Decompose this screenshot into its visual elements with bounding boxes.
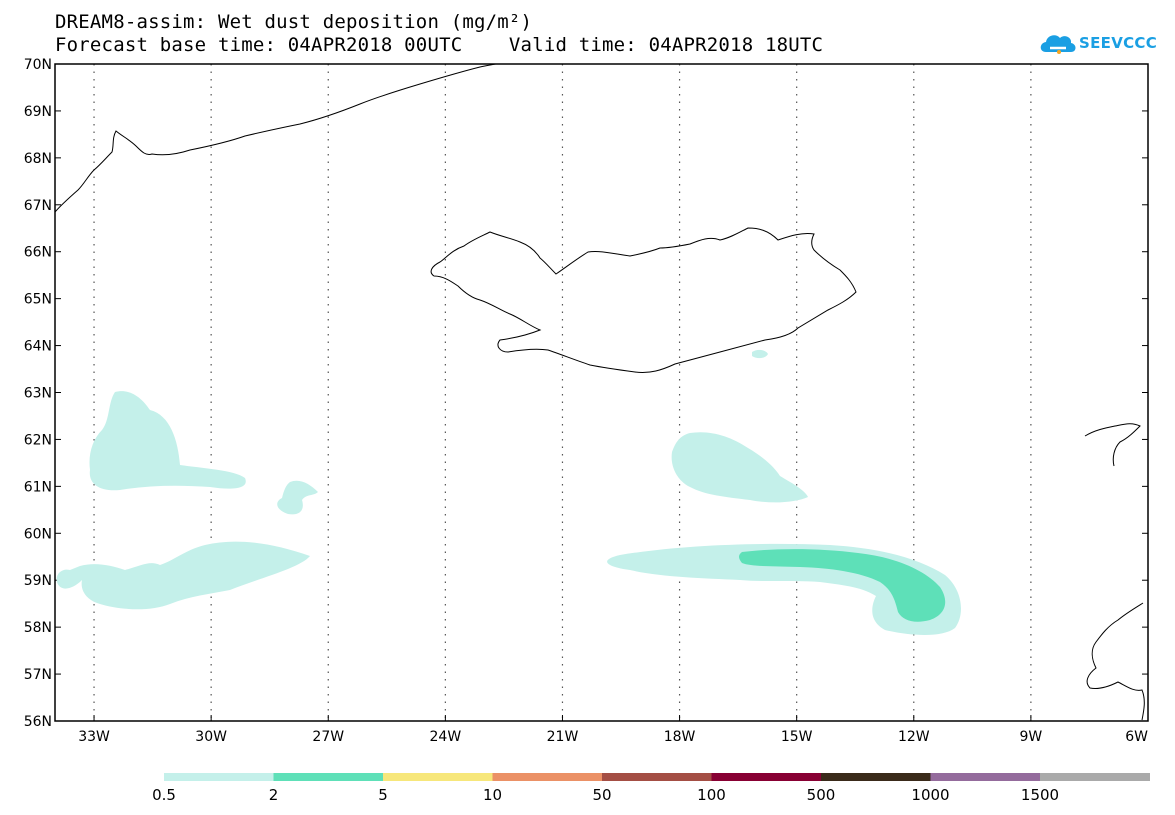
lat-tick-label: 57N <box>24 667 52 683</box>
dust-area-west-small <box>277 480 318 515</box>
latitude-labels: 56N 57N 58N 59N 60N 61N 62N 63N 64N 65N 66N 67N 68N 6… <box>24 57 52 730</box>
coastline-greenland <box>55 64 499 213</box>
colorbar-label: 50 <box>592 786 611 804</box>
lon-tick-label: 30W <box>195 729 227 745</box>
lat-tick-label: 56N <box>24 714 52 730</box>
lon-tick-label: 18W <box>664 729 696 745</box>
longitude-labels: 33W 30W 27W 24W 21W 18W 15W 12W 9W 6W <box>78 729 1148 745</box>
colorbar-swatch <box>383 773 493 781</box>
logo-text: SEEVCCC <box>1079 34 1158 52</box>
lon-tick-label: 21W <box>547 729 579 745</box>
lat-tick-label: 63N <box>24 386 52 402</box>
dust-area-mid-north <box>671 432 808 503</box>
colorbar-swatch <box>602 773 712 781</box>
colorbar-label: 100 <box>697 786 726 804</box>
lat-tick-label: 60N <box>24 526 52 542</box>
lat-tick-label: 64N <box>24 339 52 355</box>
lon-tick-label: 12W <box>898 729 930 745</box>
dust-area-west-north <box>89 391 246 491</box>
dust-contours <box>56 349 961 635</box>
lat-tick-label: 70N <box>24 57 52 73</box>
colorbar-swatch <box>492 773 603 781</box>
lat-tick-label: 59N <box>24 573 52 589</box>
colorbar-swatch <box>821 773 931 781</box>
dust-area-west-south <box>56 541 311 610</box>
colorbar-swatch <box>164 773 274 781</box>
lon-tick-label: 9W <box>1020 729 1043 745</box>
colorbar-label: 2 <box>269 786 279 804</box>
plot-frame <box>54 63 1149 722</box>
coastline-iceland <box>430 227 857 373</box>
lat-tick-label: 67N <box>24 198 52 214</box>
colorbar-swatch <box>273 773 384 781</box>
colorbar-label: 1000 <box>911 786 949 804</box>
map-title-line1: DREAM8-assim: Wet dust deposition (mg/m²… <box>55 11 533 33</box>
lat-tick-label: 58N <box>24 620 52 636</box>
colorbar-swatch <box>711 773 822 781</box>
lat-tick-label: 65N <box>24 292 52 308</box>
colorbar-label: 5 <box>378 786 388 804</box>
dust-core <box>739 549 946 622</box>
lon-tick-label: 6W <box>1125 729 1148 745</box>
lon-tick-label: 24W <box>430 729 462 745</box>
lat-tick-label: 62N <box>24 432 52 448</box>
coastlines <box>55 64 1145 721</box>
colorbar-swatch <box>930 773 1041 781</box>
map-gridlines <box>55 63 1149 722</box>
colorbar-label: 1500 <box>1021 786 1059 804</box>
lat-tick-label: 61N <box>24 479 52 495</box>
cloud-icon <box>1040 35 1076 54</box>
coastline-faroe <box>1084 423 1141 467</box>
lat-tick-label: 69N <box>24 104 52 120</box>
lon-tick-label: 33W <box>78 729 110 745</box>
dust-area-iceland-south <box>752 349 768 359</box>
colorbar-label: 0.5 <box>152 786 176 804</box>
lon-tick-label: 27W <box>312 729 344 745</box>
coastline-scotland <box>1086 602 1145 721</box>
lat-tick-label: 68N <box>24 151 52 167</box>
map-title-line2: Forecast base time: 04APR2018 00UTC Vali… <box>55 34 824 56</box>
colorbar-label: 500 <box>807 786 836 804</box>
colorbar-swatch <box>1040 773 1150 781</box>
lon-tick-label: 15W <box>781 729 813 745</box>
colorbar: 0.5 2 5 10 50 100 500 1000 1500 <box>152 773 1150 804</box>
seevccc-logo: SEEVCCC <box>1038 28 1157 58</box>
lat-tick-label: 66N <box>24 245 52 261</box>
colorbar-label: 10 <box>483 786 502 804</box>
